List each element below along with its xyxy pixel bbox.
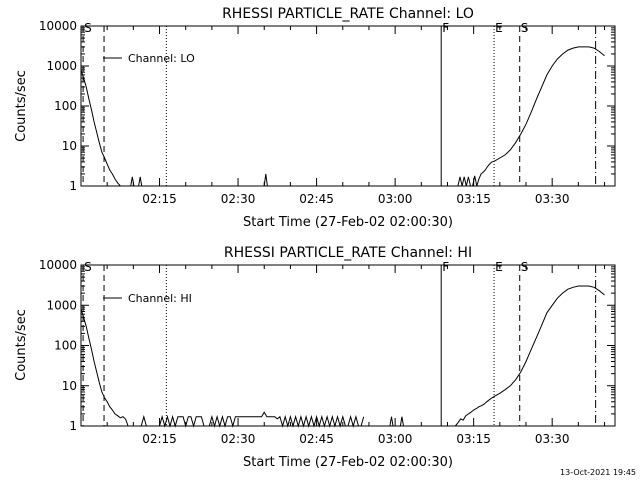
series-segment-lo: [80, 69, 123, 187]
event-marker-label-hi: S: [521, 260, 529, 274]
y-tick-label-lo: 1: [69, 179, 77, 193]
x-tick-label-lo: 03:30: [535, 192, 570, 206]
series-segment-lo: [130, 176, 135, 187]
y-tick-label-hi: 10: [62, 379, 77, 393]
y-tick-label-hi: 1: [69, 419, 77, 433]
y-axis-label-hi: Counts/sec: [14, 309, 29, 381]
data-series-lo: [80, 46, 605, 187]
chart-panel-lo: RHESSI PARTICLE_RATE Channel: LO Counts/…: [14, 6, 616, 230]
y-tick-label-lo: 100: [54, 99, 77, 113]
x-tick-label-hi: 02:45: [299, 432, 334, 446]
chart-title-hi: RHESSI PARTICLE_RATE Channel: HI: [224, 245, 472, 261]
event-marker-label-lo: F: [442, 21, 449, 35]
x-tick-label-lo: 03:15: [456, 192, 491, 206]
y-tick-label-hi: 10000: [39, 258, 77, 272]
plot-frame-lo: [80, 25, 616, 187]
series-segment-hi: [125, 411, 365, 428]
series-segment-hi: [399, 416, 404, 427]
x-tick-label-lo: 02:45: [299, 192, 334, 206]
y-tick-label-hi: 1000: [46, 298, 77, 312]
y-tick-label-lo: 1000: [46, 59, 77, 73]
y-tick-label-hi: 100: [54, 339, 77, 353]
y-tick-label-lo: 10000: [39, 19, 77, 33]
x-tick-label-hi: 03:15: [456, 432, 491, 446]
event-marker-label-lo: E: [495, 21, 503, 35]
series-segment-hi: [389, 416, 394, 427]
event-marker-label-lo: S: [84, 21, 92, 35]
series-segment-lo: [457, 166, 488, 187]
axis-ticks-hi: 1 10 100 1000 10000 02:15 02:30 02:45 03:00 03:15…: [39, 258, 615, 446]
y-tick-label-lo: 10: [62, 139, 77, 153]
chart-panel-hi: RHESSI PARTICLE_RATE Channel: HI Counts/…: [14, 245, 616, 470]
event-marker-label-hi: E: [495, 260, 503, 274]
chart-title-lo: RHESSI PARTICLE_RATE Channel: LO: [222, 6, 474, 22]
legend-label-lo: Channel: LO: [128, 52, 195, 65]
series-segment-hi: [454, 285, 605, 427]
x-tick-label-hi: 03:00: [378, 432, 413, 446]
series-segment-hi: [80, 309, 126, 420]
data-series-hi: [80, 285, 605, 428]
event-marker-label-hi: F: [442, 260, 449, 274]
plot-frame-hi: [80, 264, 616, 427]
axis-ticks-lo: 1 10 100 1000 10000 02:15 02:30 02:45 03:00 03:15…: [39, 19, 615, 206]
x-axis-label-hi: Start Time (27-Feb-02 02:00:30): [243, 455, 453, 470]
x-tick-label-lo: 03:00: [378, 192, 413, 206]
x-tick-label-hi: 02:30: [221, 432, 256, 446]
x-tick-label-hi: 03:30: [535, 432, 570, 446]
legend-label-hi: Channel: HI: [128, 292, 192, 305]
legend-lo: Channel: LO: [103, 52, 195, 65]
series-segment-lo: [138, 176, 143, 187]
x-tick-label-lo: 02:15: [142, 192, 177, 206]
event-marker-label-hi: S: [84, 260, 92, 274]
series-segment-lo: [486, 46, 605, 168]
series-segment-lo: [263, 173, 268, 187]
x-tick-label-hi: 02:15: [142, 432, 177, 446]
footer-timestamp: 13-Oct-2021 19:45: [560, 468, 636, 477]
y-axis-label-lo: Counts/sec: [14, 70, 29, 142]
x-axis-label-lo: Start Time (27-Feb-02 02:00:30): [243, 215, 453, 230]
x-tick-label-lo: 02:30: [221, 192, 256, 206]
legend-hi: Channel: HI: [103, 292, 192, 305]
event-marker-label-lo: S: [521, 21, 529, 35]
